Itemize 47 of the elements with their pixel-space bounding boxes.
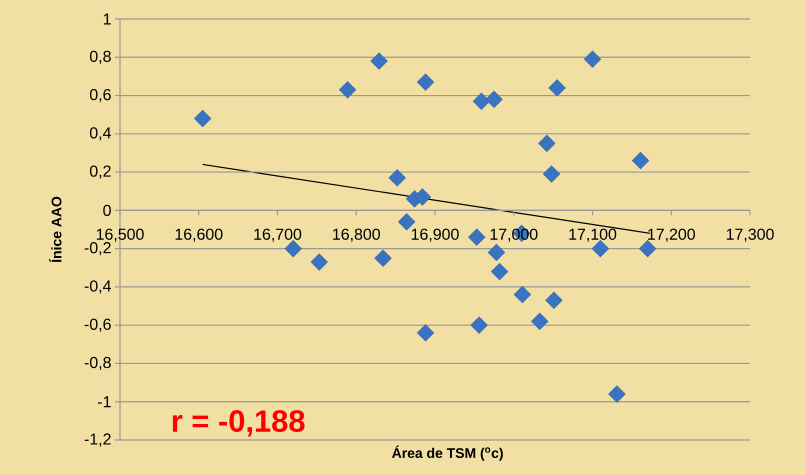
point (416, 73, 434, 91)
y-tick-label: 1 (104, 14, 111, 24)
x-tick-label: 17,100 (569, 228, 616, 242)
point (531, 312, 548, 330)
point (485, 90, 503, 108)
point (632, 152, 650, 170)
annotation: r = -0,188 (172, 410, 305, 436)
y-tick-label: 0 (103, 204, 111, 216)
point (470, 316, 488, 334)
point (488, 244, 506, 262)
point (472, 92, 490, 110)
y-axis-title: Ínice AAO (48, 196, 62, 262)
point (490, 262, 508, 280)
point (374, 249, 392, 267)
y-tick-label: -0,6 (84, 318, 111, 332)
y-tick-label: 0,6 (90, 88, 111, 102)
point (414, 188, 432, 206)
point (338, 81, 356, 99)
point (416, 324, 434, 342)
point (514, 286, 532, 304)
y-tick-label: -0,2 (84, 242, 111, 256)
y-tick-label: -1,2 (84, 433, 111, 447)
x-tick-label: 16,900 (412, 228, 459, 242)
x-tick-label: 16,700 (254, 228, 302, 242)
y-tick-label: 0,4 (90, 127, 112, 140)
point (542, 165, 560, 183)
point (388, 169, 406, 187)
point (468, 228, 486, 246)
point (310, 253, 328, 271)
y-tick-label: -1 (98, 396, 111, 408)
y-tick-label: 0,8 (90, 50, 111, 64)
point (608, 385, 626, 403)
x-tick-label: 17,300 (726, 228, 774, 242)
y-tick-label: -0,4 (84, 280, 112, 294)
point (194, 110, 212, 128)
y-tick-label: 0,2 (90, 166, 111, 179)
x-axis-title: Área de TSM ($^{o}$c) (392, 446, 503, 461)
point (545, 292, 563, 310)
point (370, 52, 388, 70)
x-tick-label: 16,600 (176, 228, 222, 242)
point (548, 79, 566, 97)
x-tick-label: 16,800 (333, 228, 380, 242)
point (584, 50, 602, 68)
point (538, 134, 556, 152)
x-tick-label: 17,200 (648, 228, 695, 242)
x-tick-label: 16,500 (96, 228, 144, 242)
y-tick-label: -0,8 (84, 356, 111, 370)
